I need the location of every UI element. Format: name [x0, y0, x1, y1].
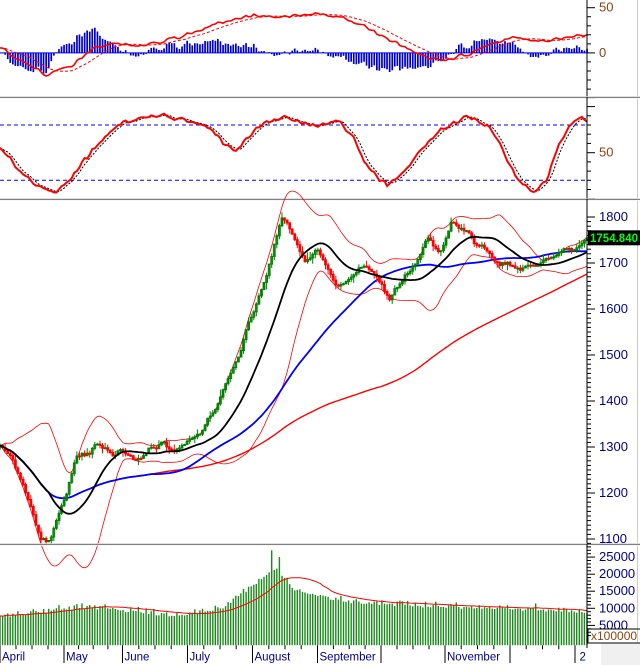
svg-text:1800: 1800 [599, 209, 628, 224]
svg-text:50: 50 [599, 0, 613, 15]
svg-text:2: 2 [580, 652, 586, 664]
svg-text:June: June [125, 652, 150, 664]
svg-text:September: September [320, 652, 376, 664]
svg-text:August: August [255, 652, 292, 664]
svg-text:1600: 1600 [599, 301, 628, 316]
svg-text:November: November [447, 652, 500, 664]
svg-text:1400: 1400 [599, 393, 628, 408]
svg-text:July: July [190, 652, 211, 664]
svg-text:April: April [2, 652, 25, 664]
svg-text:1700: 1700 [599, 255, 628, 270]
svg-text:10000: 10000 [599, 600, 635, 615]
svg-text:May: May [66, 652, 88, 664]
svg-text:x100000: x100000 [591, 629, 637, 643]
svg-text:15000: 15000 [599, 583, 635, 598]
svg-text:1754.840: 1754.840 [590, 233, 638, 245]
svg-text:25000: 25000 [599, 549, 635, 564]
svg-text:20000: 20000 [599, 566, 635, 581]
svg-text:1200: 1200 [599, 485, 628, 500]
svg-text:1500: 1500 [599, 347, 628, 362]
svg-text:1300: 1300 [599, 439, 628, 454]
svg-text:50: 50 [599, 145, 613, 160]
svg-text:0: 0 [599, 45, 606, 60]
